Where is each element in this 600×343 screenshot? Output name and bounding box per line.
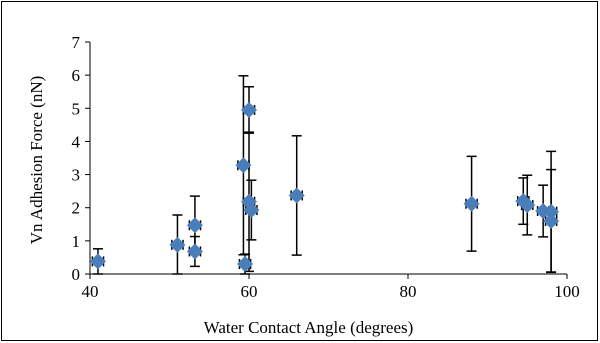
- y-tick-label: 5: [72, 99, 81, 118]
- data-markers: [89, 101, 560, 273]
- data-point-marker: [288, 187, 305, 204]
- data-point-marker: [169, 236, 186, 253]
- y-tick-label: 4: [72, 132, 81, 151]
- y-tick-label: 6: [72, 66, 81, 85]
- data-point-marker: [241, 101, 257, 118]
- data-point-marker: [463, 195, 480, 212]
- y-tick-label: 1: [72, 232, 81, 251]
- data-point-marker: [186, 217, 203, 234]
- x-tick-label: 100: [554, 282, 580, 301]
- error-bars: [91, 75, 558, 275]
- x-tick-label: 80: [400, 282, 417, 301]
- tick-labels: 0 1 2 3 4 5 6 7 40 60 80 100: [72, 33, 580, 301]
- data-point-marker: [519, 197, 536, 214]
- data-point-marker: [543, 203, 560, 220]
- y-tick-label: 2: [72, 199, 81, 218]
- y-axis-title: Vn Adhesion Force (nN): [27, 76, 46, 245]
- x-tick-label: 40: [82, 282, 99, 301]
- data-point-marker: [543, 212, 560, 229]
- data-point-marker: [186, 243, 203, 260]
- data-point-marker: [243, 202, 260, 219]
- x-tick-label: 60: [241, 282, 258, 301]
- x-axis-title: Water Contact Angle (degrees): [204, 318, 414, 337]
- y-tick-label: 7: [72, 33, 81, 52]
- y-tick-label: 3: [72, 166, 81, 185]
- data-point-marker: [89, 253, 106, 270]
- data-point-marker: [237, 256, 254, 273]
- axes: [85, 41, 568, 279]
- data-point-marker: [235, 157, 252, 174]
- y-tick-label: 0: [72, 265, 81, 284]
